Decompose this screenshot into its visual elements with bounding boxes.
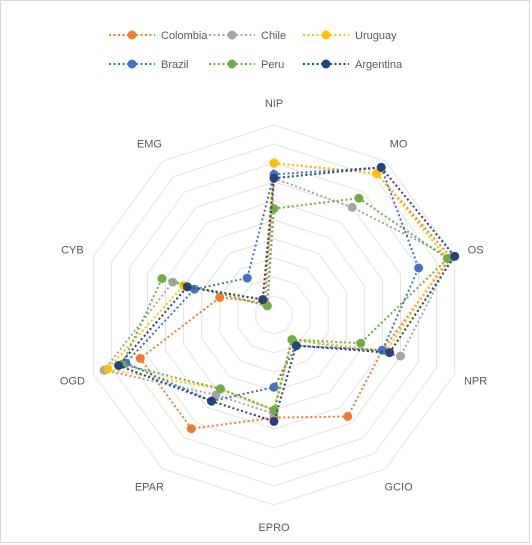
point-argentina-npr bbox=[385, 348, 395, 358]
point-argentina-emg bbox=[258, 295, 268, 305]
axis-label-ogd: OGD bbox=[60, 376, 85, 388]
legend-label: Chile bbox=[261, 30, 286, 42]
axis-label-emg: EMG bbox=[137, 139, 162, 151]
point-argentina-epar bbox=[207, 396, 216, 406]
point-peru-epar bbox=[215, 384, 225, 394]
legend-label: Peru bbox=[261, 59, 284, 71]
point-colombia-gcio bbox=[343, 412, 353, 421]
point-argentina-nip bbox=[269, 173, 279, 183]
grid-ring bbox=[128, 162, 420, 468]
point-peru-emg bbox=[262, 301, 272, 311]
point-colombia-cyb bbox=[215, 292, 225, 302]
series-argentina bbox=[114, 162, 460, 426]
legend-item-brazil: Brazil bbox=[109, 59, 189, 71]
axis-label-os: OS bbox=[468, 245, 484, 257]
point-brazil-npr bbox=[377, 345, 387, 355]
legend-item-colombia: Colombia bbox=[109, 30, 208, 42]
series-line-uruguay bbox=[105, 161, 449, 412]
point-peru-npr bbox=[356, 338, 366, 348]
point-chile-mo bbox=[347, 202, 357, 212]
point-argentina-ogd bbox=[114, 361, 124, 370]
point-argentina-os bbox=[450, 251, 460, 261]
point-chile-npr bbox=[396, 351, 405, 361]
axis-label-epro: EPRO bbox=[258, 522, 290, 534]
axis-label-nip: NIP bbox=[265, 98, 283, 110]
series-layer bbox=[99, 158, 460, 434]
grid-ring bbox=[165, 200, 383, 430]
point-colombia-epar bbox=[186, 424, 196, 434]
point-argentina-epro bbox=[269, 416, 279, 426]
point-uruguay-mo bbox=[372, 169, 382, 179]
axis-label-gcio: GCIO bbox=[385, 482, 414, 494]
point-peru-mo bbox=[354, 193, 364, 203]
grid-ring bbox=[201, 238, 347, 392]
grid-ring bbox=[237, 276, 311, 354]
grid-ring bbox=[255, 295, 293, 335]
axis-label-cyb: CYB bbox=[61, 245, 84, 257]
legend-label: Colombia bbox=[161, 30, 208, 42]
legend-item-chile: Chile bbox=[209, 30, 286, 42]
legend-swatch-marker bbox=[321, 59, 331, 69]
legend: Colombia Chile Uruguay Brazil Peru Argentina bbox=[109, 30, 403, 71]
point-brazil-os bbox=[414, 263, 424, 273]
point-brazil-emg bbox=[242, 273, 252, 283]
axis-label-epar: EPAR bbox=[135, 482, 164, 494]
axis-label-mo: MO bbox=[390, 139, 408, 151]
grid-ring bbox=[183, 219, 365, 411]
series-line-argentina bbox=[116, 166, 456, 423]
point-peru-cyb bbox=[157, 274, 167, 284]
legend-label: Uruguay bbox=[355, 30, 397, 42]
point-uruguay-nip bbox=[269, 158, 279, 168]
grid-ring bbox=[219, 257, 329, 373]
legend-label: Brazil bbox=[161, 59, 189, 71]
legend-swatch-marker bbox=[127, 30, 137, 40]
point-peru-os bbox=[443, 254, 452, 264]
legend-label: Argentina bbox=[355, 59, 403, 71]
axis-labels: NIP MO OS NPR GCIO EPRO EPAR OGD CYB EMG bbox=[60, 98, 487, 534]
legend-item-argentina: Argentina bbox=[303, 59, 403, 71]
legend-swatch-marker bbox=[321, 30, 331, 40]
point-peru-epro bbox=[269, 405, 279, 415]
point-argentina-mo bbox=[376, 162, 386, 172]
legend-item-uruguay: Uruguay bbox=[303, 30, 397, 42]
point-colombia-ogd bbox=[135, 353, 145, 363]
legend-swatch-marker bbox=[227, 30, 237, 40]
grid-ring bbox=[147, 181, 401, 449]
point-brazil-epro bbox=[269, 382, 279, 392]
point-peru-nip bbox=[269, 204, 279, 214]
point-argentina-cyb bbox=[182, 282, 192, 292]
axis-label-npr: NPR bbox=[464, 376, 487, 388]
grid-ring bbox=[110, 143, 438, 487]
legend-swatch-marker bbox=[127, 59, 137, 69]
legend-swatch-marker bbox=[227, 59, 237, 69]
point-brazil-cyb bbox=[190, 284, 199, 294]
point-uruguay-ogd bbox=[103, 364, 113, 374]
legend-item-peru: Peru bbox=[209, 59, 284, 71]
point-argentina-gcio bbox=[291, 341, 301, 351]
grid-ring bbox=[92, 124, 456, 506]
